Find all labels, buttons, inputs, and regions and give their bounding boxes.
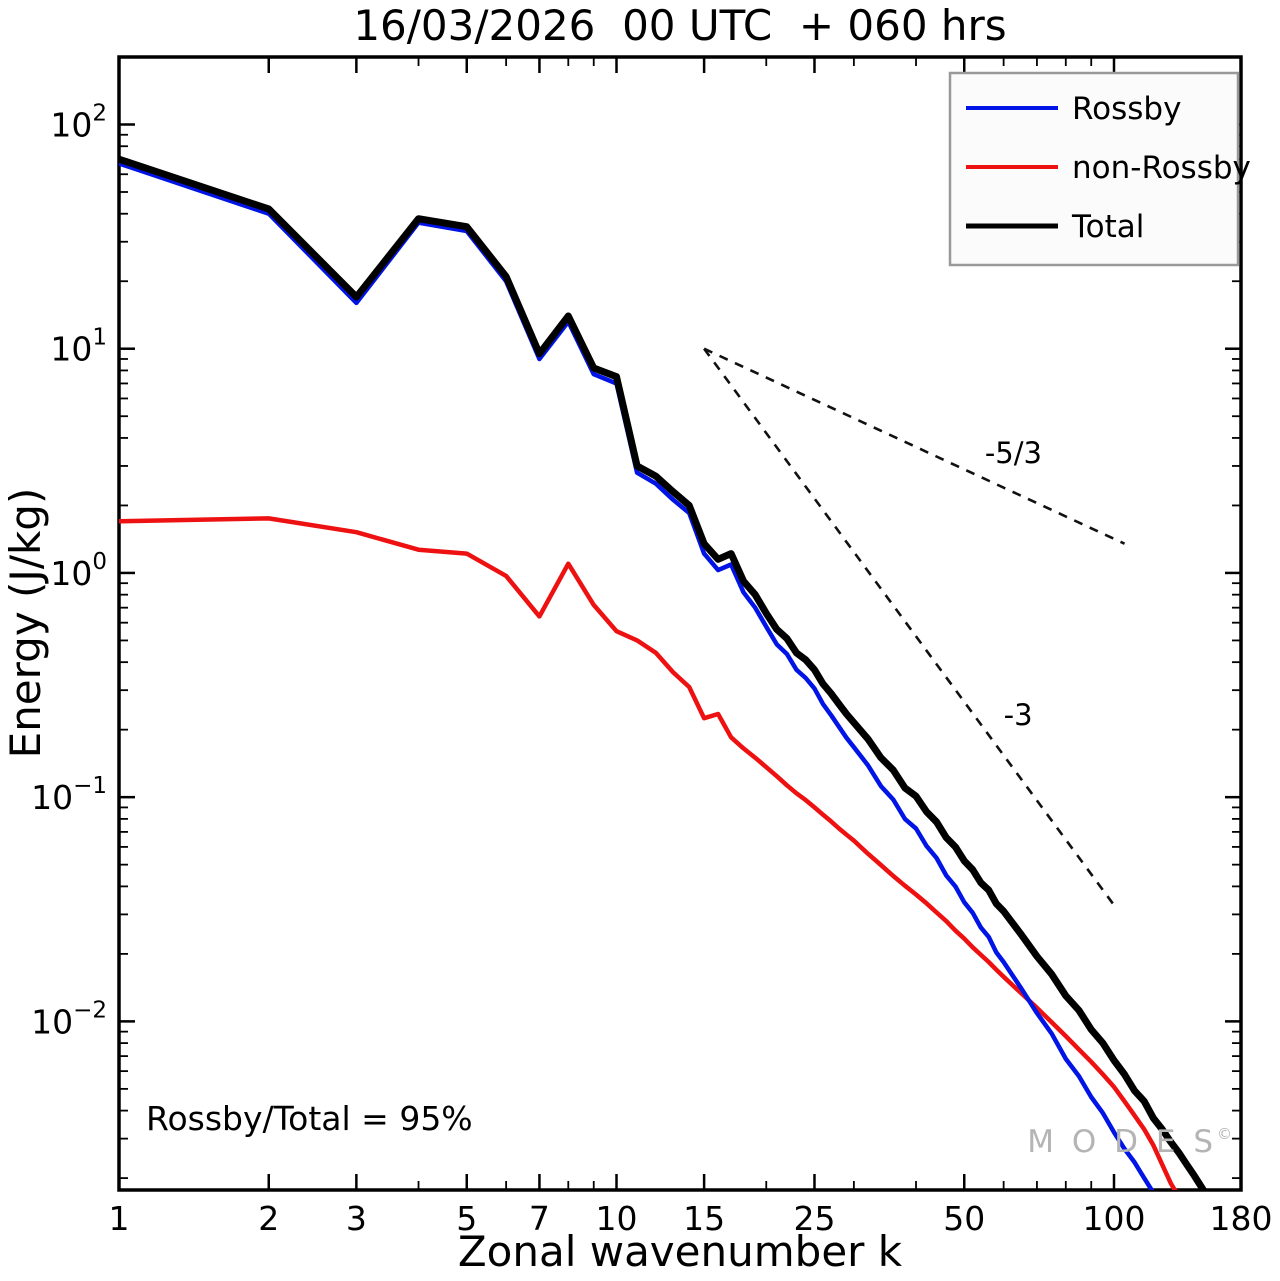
slope-reference-label: -5/3 xyxy=(985,436,1042,470)
x-tick-label: 1 xyxy=(109,1199,130,1238)
y-tick-label: 102 xyxy=(50,100,107,144)
modes-watermark: M O D E S© xyxy=(1027,1124,1232,1160)
y-axis-label: Energy (J/kg) xyxy=(1,488,50,759)
x-tick-label: 5 xyxy=(456,1199,477,1238)
rossby-total-ratio-annotation: Rossby/Total = 95% xyxy=(146,1099,473,1138)
reference-lines: -5/3 -3 xyxy=(703,347,1126,906)
x-tick-label: 50 xyxy=(943,1199,985,1238)
legend-label-non-rossby: non-Rossby xyxy=(1072,150,1251,186)
x-tick-label: 2 xyxy=(258,1199,279,1238)
x-tick-label: 10 xyxy=(596,1199,638,1238)
slope-reference-line xyxy=(703,347,1126,545)
x-tick-label: 15 xyxy=(683,1199,725,1238)
series-line-non-rossby xyxy=(119,516,1178,1190)
y-tick-label: 101 xyxy=(50,325,107,369)
x-tick-label: 25 xyxy=(793,1199,835,1238)
chart-title: 16/03/2026 00 UTC + 060 hrs xyxy=(353,1,1006,50)
y-tick-label: 10−1 xyxy=(31,773,107,817)
legend-item-non-rossby: non-Rossby xyxy=(966,150,1251,186)
legend: Rossby non-Rossby Total xyxy=(948,71,1251,267)
series-line-rossby xyxy=(119,161,1155,1190)
legend-label-total: Total xyxy=(1071,209,1144,245)
legend-item-rossby: Rossby xyxy=(966,91,1181,127)
series-lines xyxy=(119,155,1208,1190)
x-tick-label: 7 xyxy=(529,1199,550,1238)
series-line-total xyxy=(119,155,1208,1190)
x-tick-label: 100 xyxy=(1083,1199,1146,1238)
x-tick-label: 3 xyxy=(346,1199,367,1238)
slope-reference-label: -3 xyxy=(1004,698,1033,732)
x-tick-label: 180 xyxy=(1210,1199,1273,1238)
legend-label-rossby: Rossby xyxy=(1072,91,1181,127)
y-tick-label: 100 xyxy=(50,549,107,593)
slope-reference-line xyxy=(703,347,1116,906)
y-tick-label: 10−2 xyxy=(31,997,107,1041)
legend-item-total: Total xyxy=(966,209,1144,245)
axis-ticks: 1 2 3 5 7 10 15 25 50 100 180 102 101 100 10−1 10−2 xyxy=(31,57,1273,1238)
x-axis-label: Zonal wavenumber k xyxy=(458,1227,903,1276)
